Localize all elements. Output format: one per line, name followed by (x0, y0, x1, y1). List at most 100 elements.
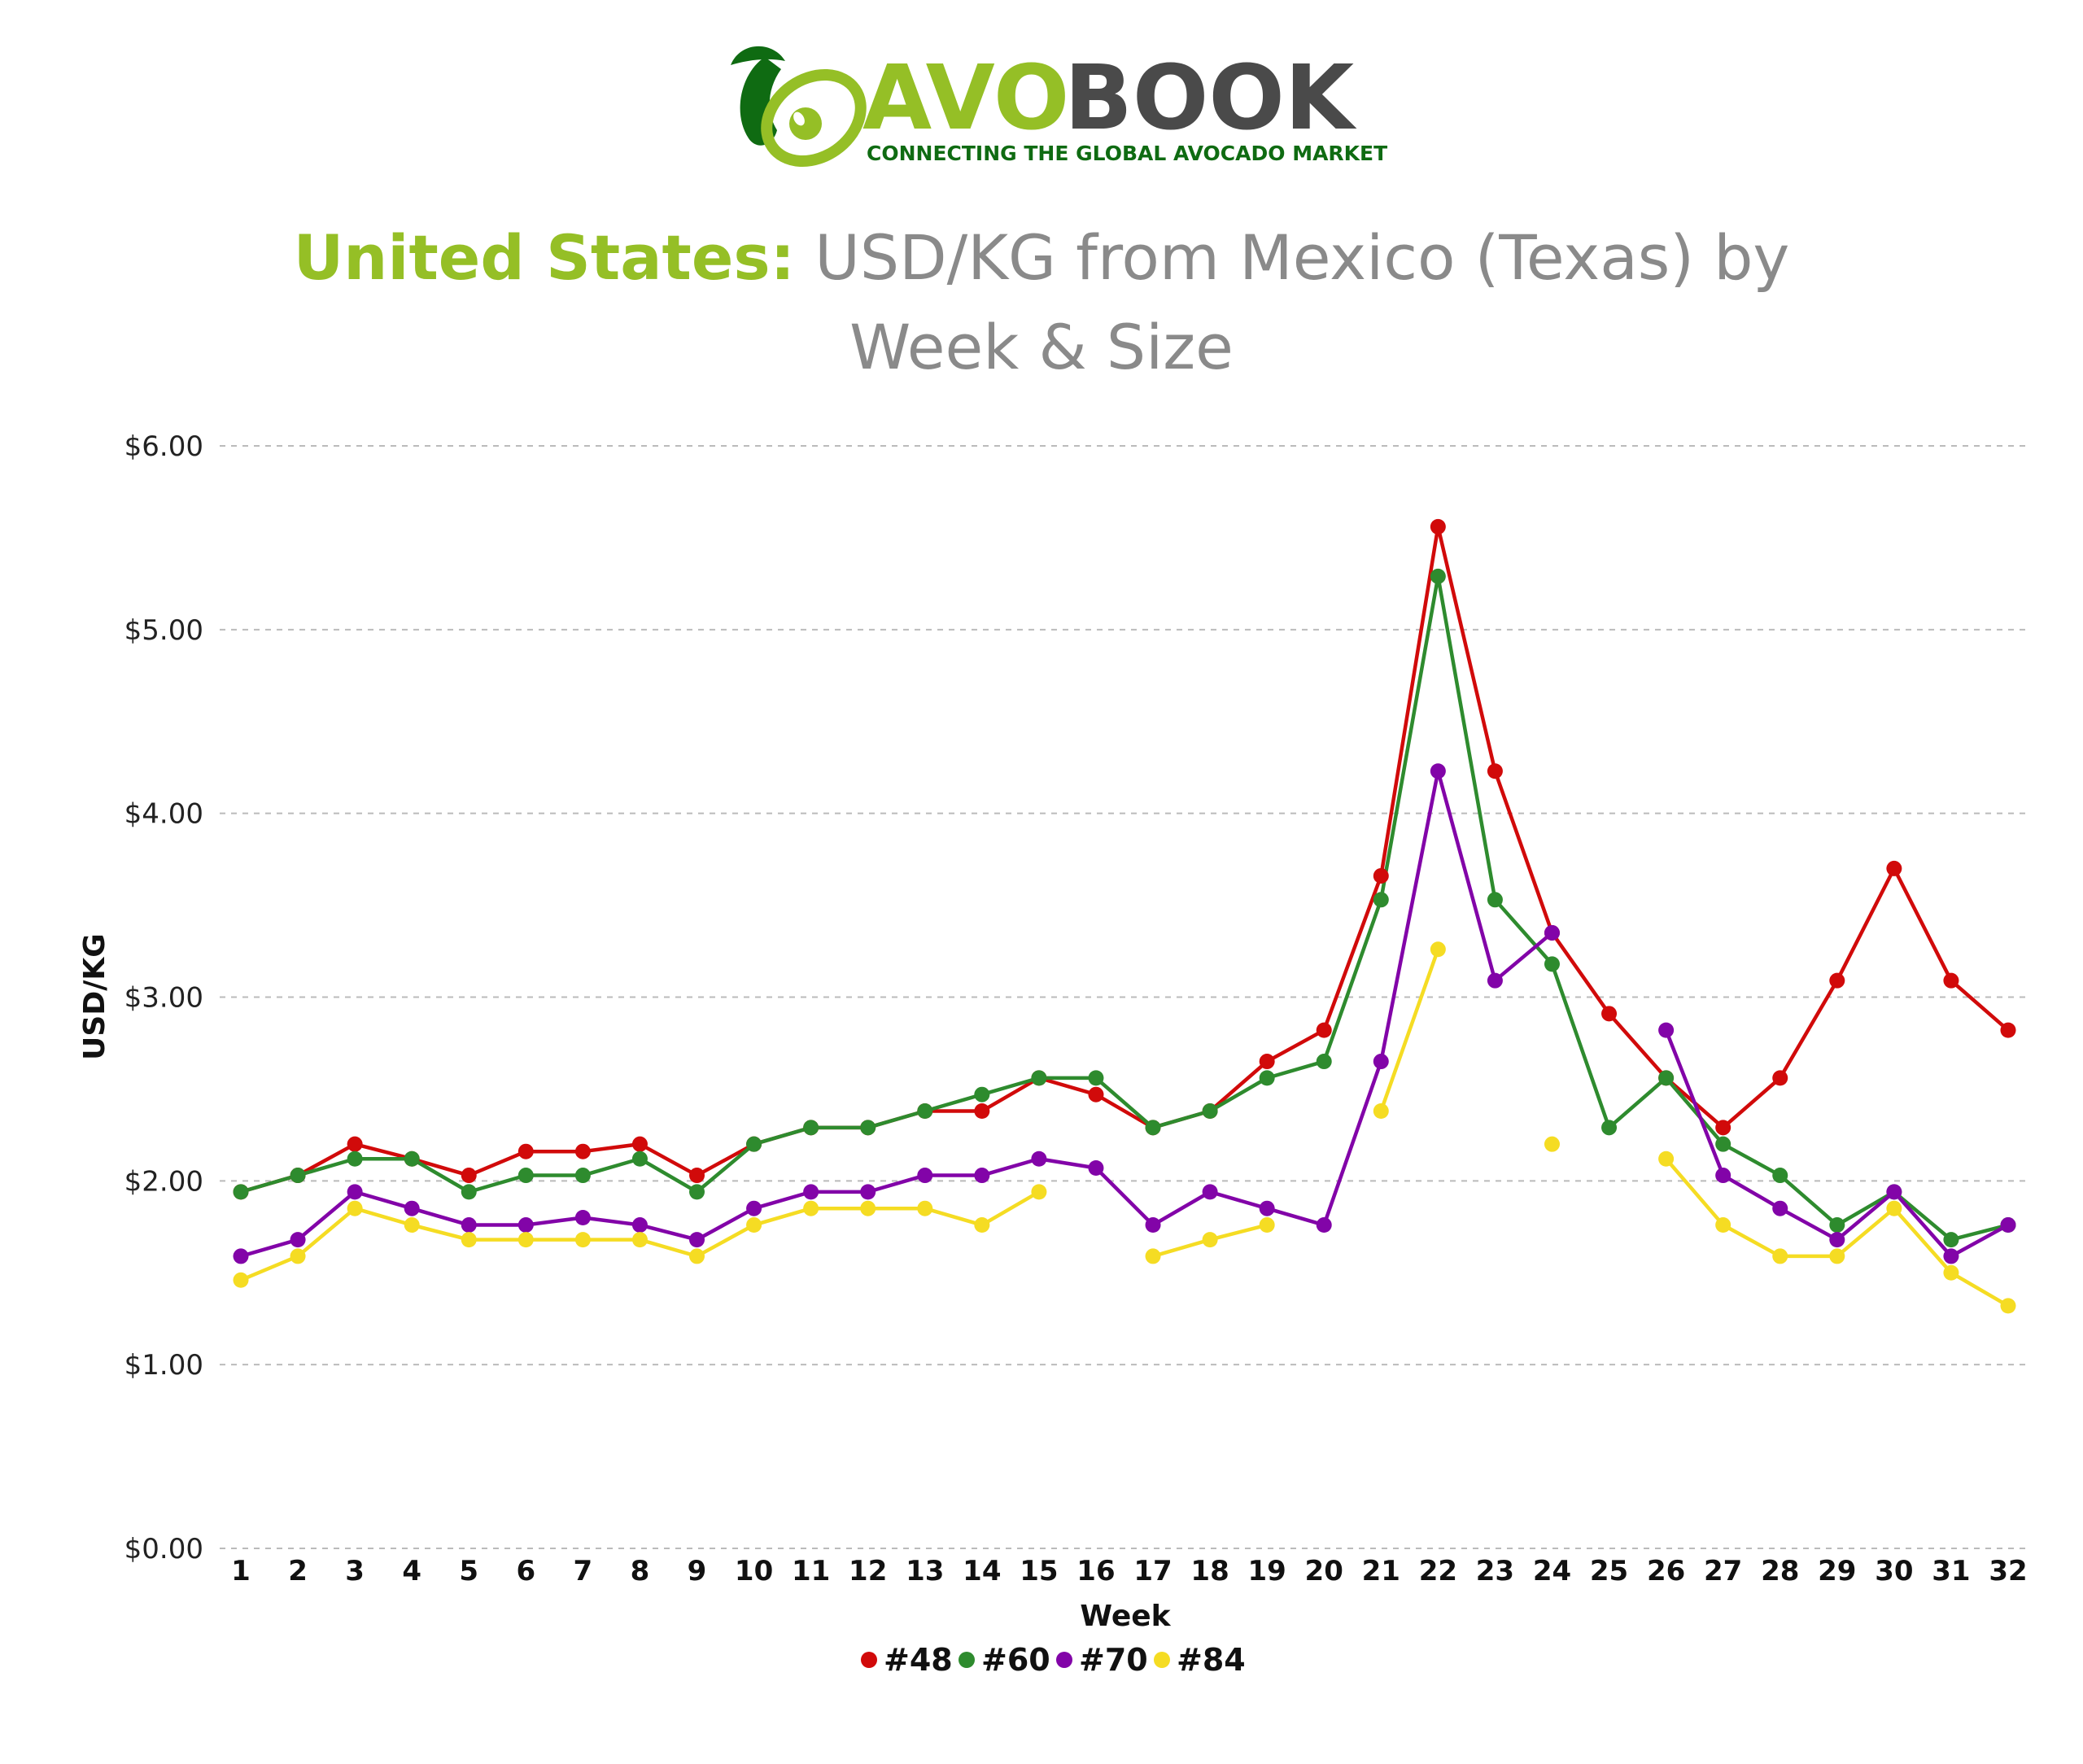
x-tick-label: 30 (1875, 1555, 1913, 1587)
data-point-60 (689, 1184, 705, 1200)
data-point-84 (404, 1217, 420, 1233)
data-point-48 (689, 1168, 705, 1184)
y-tick-label: $3.00 (124, 982, 203, 1015)
data-point-84 (803, 1200, 819, 1216)
y-tick-label: $4.00 (124, 798, 203, 831)
x-axis-title: Week (1080, 1600, 1171, 1633)
legend-marker (1154, 1652, 1170, 1668)
data-point-70 (689, 1232, 705, 1248)
data-point-70 (517, 1217, 534, 1233)
data-point-70 (1202, 1184, 1218, 1200)
data-point-60 (1772, 1168, 1788, 1184)
x-tick-label: 22 (1419, 1555, 1457, 1587)
legend-marker (861, 1652, 877, 1668)
data-point-48 (347, 1136, 363, 1152)
x-tick-label: 19 (1247, 1555, 1286, 1587)
data-point-70 (1316, 1217, 1332, 1233)
x-tick-label: 1 (231, 1555, 251, 1587)
data-point-70 (974, 1168, 990, 1184)
data-point-70 (746, 1200, 762, 1216)
data-point-60 (1658, 1070, 1675, 1086)
data-point-70 (2000, 1217, 2016, 1233)
data-point-70 (574, 1210, 591, 1225)
data-point-48 (1088, 1086, 1104, 1102)
avobook-logo: AVO BOOK CONNECTING THE GLOBAL AVOCADO M… (731, 46, 1387, 168)
x-tick-label: 20 (1305, 1555, 1343, 1587)
x-axis-ticks: 1 2 3 4 5 6 7 8 9 10 11 12 13 14 15 16 17 18 19 20 21 22 23 24 2… (231, 1555, 2028, 1587)
data-point-60 (347, 1151, 363, 1167)
data-point-84 (1715, 1217, 1731, 1233)
y-tick-label: $0.00 (124, 1533, 203, 1565)
x-tick-label: 23 (1476, 1555, 1514, 1587)
data-point-84 (517, 1232, 534, 1248)
data-point-84 (1373, 1103, 1389, 1120)
data-point-48 (2000, 1022, 2016, 1038)
data-point-60 (917, 1103, 933, 1120)
legend-label: #48 (884, 1642, 953, 1678)
x-tick-label: 12 (849, 1555, 887, 1587)
legend-marker (959, 1652, 975, 1668)
data-point-60 (1715, 1136, 1731, 1152)
gridlines (220, 445, 2026, 1549)
legend-label: #70 (1079, 1642, 1148, 1678)
data-point-70 (1715, 1168, 1731, 1184)
data-point-84 (2000, 1298, 2016, 1314)
x-tick-label: 16 (1076, 1555, 1115, 1587)
data-point-48 (1772, 1070, 1788, 1086)
chart-title: United States: USD/KG from Mexico (Texas… (0, 213, 2083, 392)
y-axis-ticks: $0.00 $1.00 $2.00 $3.00 $4.00 $5.00 $6.00 (124, 430, 203, 1565)
data-point-60 (1316, 1054, 1332, 1070)
data-point-70 (1886, 1184, 1902, 1200)
data-point-70 (290, 1232, 306, 1248)
x-tick-label: 24 (1533, 1555, 1571, 1587)
data-point-84 (1202, 1232, 1218, 1248)
data-point-70 (1145, 1217, 1161, 1233)
x-tick-label: 28 (1761, 1555, 1799, 1587)
data-point-60 (803, 1120, 819, 1136)
data-point-84 (917, 1200, 933, 1216)
data-point-70 (1430, 763, 1446, 779)
data-point-84 (1772, 1248, 1788, 1264)
x-tick-label: 7 (574, 1555, 593, 1587)
data-point-70 (1544, 924, 1560, 941)
data-point-60 (1031, 1070, 1047, 1086)
data-point-84 (1886, 1200, 1902, 1216)
data-point-60 (461, 1184, 477, 1200)
data-point-84 (1829, 1248, 1845, 1264)
data-point-60 (746, 1136, 762, 1152)
x-tick-label: 3 (345, 1555, 365, 1587)
data-point-84 (1544, 1136, 1560, 1152)
data-point-84 (746, 1217, 762, 1233)
y-tick-label: $5.00 (124, 614, 203, 647)
data-point-48 (1316, 1022, 1332, 1038)
data-point-70 (1943, 1248, 1959, 1264)
data-point-84 (290, 1248, 306, 1264)
data-point-70 (461, 1217, 477, 1233)
data-point-70 (860, 1184, 876, 1200)
data-point-70 (1829, 1232, 1845, 1248)
data-point-70 (1658, 1022, 1675, 1038)
data-point-70 (631, 1217, 648, 1233)
x-tick-label: 17 (1133, 1555, 1172, 1587)
data-point-48 (974, 1103, 990, 1120)
data-point-84 (689, 1248, 705, 1264)
data-point-84 (233, 1272, 249, 1288)
data-point-84 (1259, 1217, 1275, 1233)
x-tick-label: 31 (1932, 1555, 1970, 1587)
data-point-48 (461, 1168, 477, 1184)
data-point-84 (631, 1232, 648, 1248)
data-point-70 (1088, 1160, 1104, 1177)
data-point-84 (1145, 1248, 1161, 1264)
x-tick-label: 25 (1590, 1555, 1628, 1587)
x-tick-label: 5 (459, 1555, 478, 1587)
data-point-60 (1544, 956, 1560, 972)
data-point-84 (1031, 1184, 1047, 1200)
data-point-60 (974, 1086, 990, 1102)
data-point-48 (1259, 1054, 1275, 1070)
x-tick-label: 8 (631, 1555, 650, 1587)
data-point-60 (517, 1168, 534, 1184)
data-point-70 (1772, 1200, 1788, 1216)
series-line-84 (1379, 949, 1440, 1112)
x-tick-label: 29 (1818, 1555, 1856, 1587)
